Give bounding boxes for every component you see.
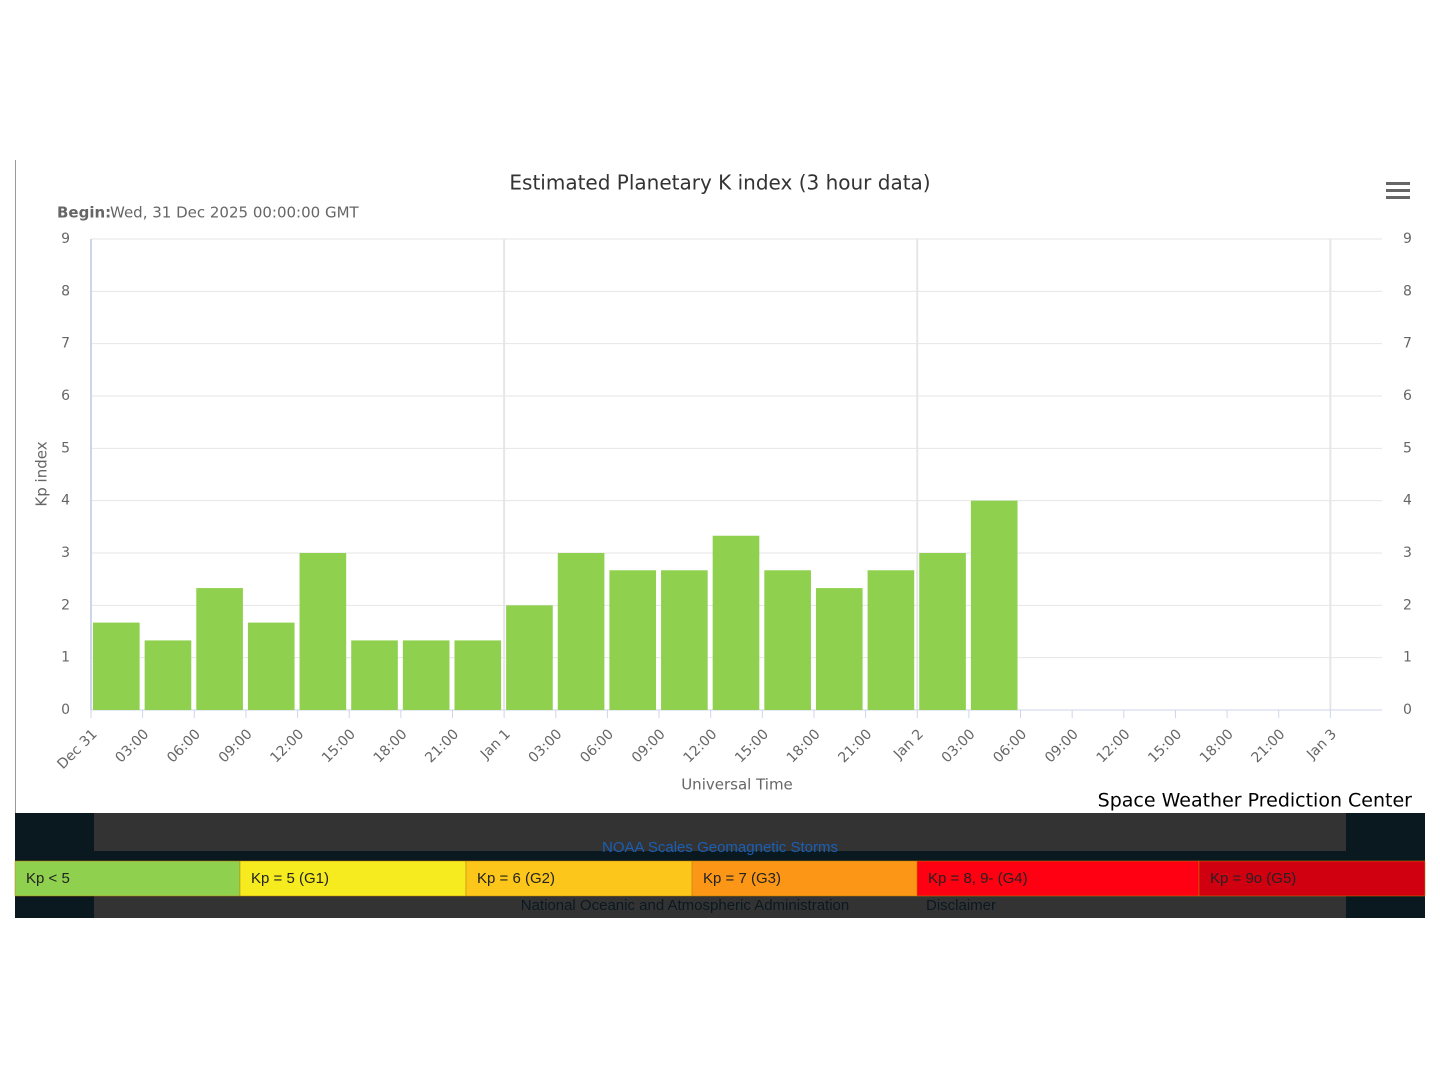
y-tick-label: 8: [61, 283, 70, 299]
menu-icon-line[interactable]: [1386, 189, 1410, 192]
legend-swatch: [239, 860, 467, 897]
legend-label: Kp < 5: [26, 870, 70, 887]
bar: [351, 640, 398, 710]
bar: [815, 588, 863, 710]
x-tick-label: 06:00: [164, 726, 204, 766]
x-tick-label: 09:00: [216, 726, 256, 766]
menu-button[interactable]: [1386, 182, 1410, 199]
x-tick-label: 21:00: [1249, 726, 1289, 766]
x-tick-label: 15:00: [1145, 726, 1185, 766]
footer-disclaimer[interactable]: Disclaimer: [926, 897, 996, 914]
bar: [299, 553, 347, 710]
x-tick-label: 15:00: [732, 726, 772, 766]
legend-swatch: [916, 860, 1200, 897]
x-tick-label: 03:00: [112, 726, 152, 766]
y2-tick-label: 7: [1403, 336, 1412, 352]
plot: 0 0 1 1 2 2 3 3 4 4 5 5 6 6 7 7 8 8 9 9 Dec 31 03:00 06:00 09:0…: [54, 231, 1412, 773]
legend-label: Kp = 5 (G1): [251, 870, 329, 887]
y-tick-label: 0: [61, 702, 70, 718]
y-tick-label: 7: [61, 336, 70, 352]
bar: [764, 570, 811, 710]
y-tick-label: 6: [61, 388, 70, 404]
legend-swatch: [691, 860, 918, 897]
footer-link[interactable]: NOAA Scales Geomagnetic Storms: [602, 839, 838, 856]
y2-tick-label: 3: [1403, 545, 1412, 561]
x-tick-label: 12:00: [680, 726, 720, 766]
bar: [144, 640, 192, 710]
y-tick-label: 2: [61, 597, 70, 613]
y2-tick-label: 4: [1403, 493, 1412, 509]
y-axis-title: Kp index: [33, 441, 51, 506]
footer-panel: [94, 896, 1346, 918]
y-tick-label: 1: [61, 650, 70, 666]
y2-tick-label: 9: [1403, 231, 1412, 247]
x-tick-label: 15:00: [319, 726, 359, 766]
legend-swatch: [14, 860, 241, 897]
legend-label: Kp = 8, 9- (G4): [928, 870, 1028, 887]
legend-label: Kp = 9o (G5): [1210, 870, 1296, 887]
legend-swatch: [465, 860, 693, 897]
legend-label: Kp = 7 (G3): [703, 870, 781, 887]
chart-title: Estimated Planetary K index (3 hour data…: [509, 171, 930, 195]
x-tick-label: 18:00: [1197, 726, 1237, 766]
bar: [402, 640, 450, 710]
bar: [661, 570, 708, 710]
bar: [557, 553, 605, 710]
x-tick-label: Jan 1: [477, 726, 514, 763]
bar: [919, 553, 966, 710]
menu-icon-line[interactable]: [1386, 182, 1410, 185]
bar: [196, 588, 243, 710]
x-tick-label: 09:00: [1042, 726, 1082, 766]
bar: [93, 622, 140, 710]
x-tick-label: Jan 2: [890, 726, 927, 763]
subtitle-label: Begin:: [57, 204, 111, 222]
x-tick-label: Dec 31: [54, 726, 100, 772]
bar: [970, 500, 1018, 710]
y-tick-label: 4: [61, 493, 70, 509]
x-tick-label: 03:00: [939, 726, 979, 766]
x-tick-label: 18:00: [784, 726, 824, 766]
x-tick-label: 06:00: [990, 726, 1030, 766]
y2-tick-label: 6: [1403, 388, 1412, 404]
x-tick-label: Jan 3: [1303, 726, 1340, 763]
y-tick-label: 9: [61, 231, 70, 247]
y2-tick-label: 5: [1403, 440, 1412, 456]
x-tick-label: 09:00: [629, 726, 669, 766]
bar: [867, 570, 915, 710]
y2-tick-label: 1: [1403, 650, 1412, 666]
x-tick-label: 12:00: [267, 726, 307, 766]
x-tick-label: 18:00: [371, 726, 411, 766]
subtitle: Wed, 31 Dec 2025 00:00:00 GMT: [110, 204, 360, 222]
footer-agency[interactable]: National Oceanic and Atmospheric Adminis…: [521, 897, 850, 914]
legend-label: Kp = 6 (G2): [477, 870, 555, 887]
credit: Space Weather Prediction Center: [1098, 790, 1413, 812]
x-tick-label: 06:00: [577, 726, 617, 766]
footer-panel: [94, 813, 1346, 851]
bar: [247, 622, 295, 710]
x-tick-label: 21:00: [422, 726, 462, 766]
y2-tick-label: 2: [1403, 597, 1412, 613]
x-tick-label: 12:00: [1094, 726, 1134, 766]
y-tick-label: 5: [61, 440, 70, 456]
x-tick-label: 03:00: [526, 726, 566, 766]
menu-icon-line[interactable]: [1386, 196, 1410, 199]
x-axis-title: Universal Time: [681, 776, 793, 794]
y2-tick-label: 8: [1403, 283, 1412, 299]
legend-swatch: [1198, 860, 1426, 897]
bar: [506, 605, 553, 710]
bar: [609, 570, 657, 710]
bar: [454, 640, 502, 710]
bar: [712, 535, 760, 710]
x-tick-label: 21:00: [835, 726, 875, 766]
y2-tick-label: 0: [1403, 702, 1412, 718]
y-tick-label: 3: [61, 545, 70, 561]
